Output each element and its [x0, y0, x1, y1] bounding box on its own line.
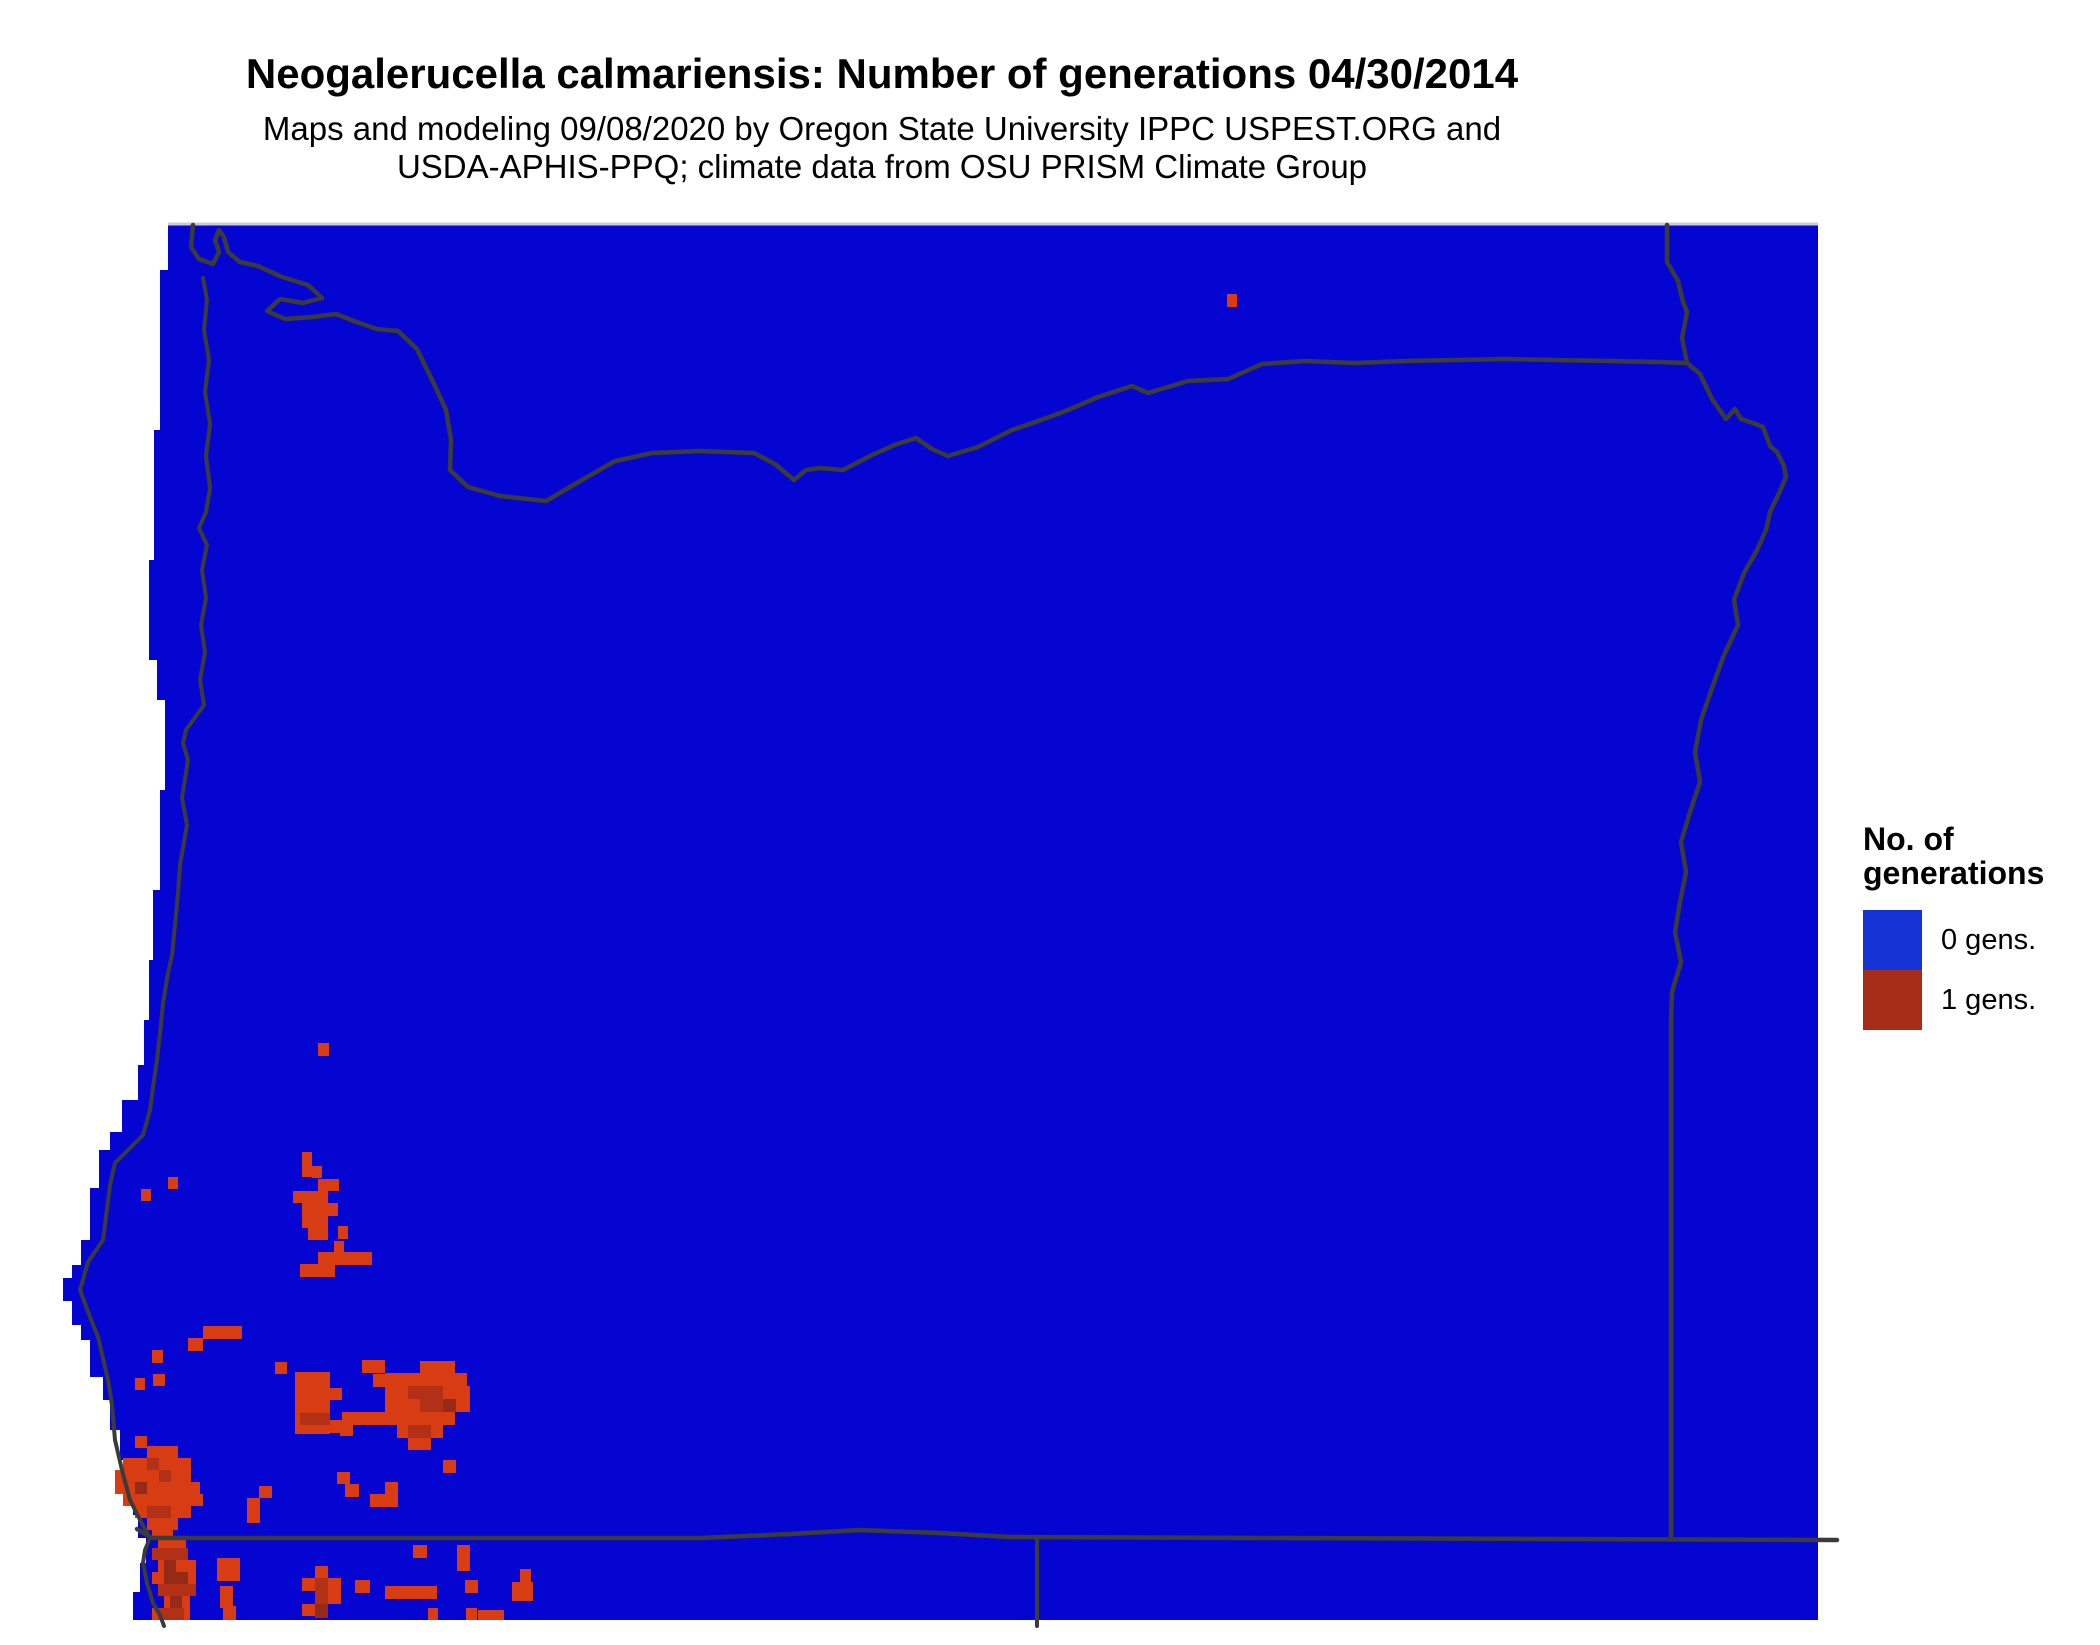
page-subtitle: Maps and modeling 09/08/2020 by Oregon S… [0, 110, 1764, 186]
snake-river-border [1668, 360, 1789, 1542]
legend-item-1-gens: 1 gens. [1863, 970, 2098, 1030]
legend-title-line-2: generations [1863, 855, 2045, 891]
subtitle-line-1: Maps and modeling 09/08/2020 by Oregon S… [262, 110, 1502, 147]
legend: No. of generations 0 gens. 1 gens. [1863, 822, 2098, 1030]
legend-title-line-1: No. of [1863, 821, 1954, 857]
legend-title: No. of generations [1863, 822, 2098, 890]
subtitle-line-2: USDA-APHIS-PPQ; climate data from OSU PR… [396, 148, 1368, 185]
legend-item-0-gens: 0 gens. [1863, 910, 2098, 970]
legend-label-0-gens: 0 gens. [1941, 924, 2037, 956]
header: Neogalerucella calmariensis: Number of g… [0, 0, 1764, 186]
legend-label-1-gens: 1 gens. [1941, 984, 2037, 1016]
legend-rows: 0 gens. 1 gens. [1863, 910, 2098, 1030]
legend-swatch-0-gens [1863, 910, 1922, 970]
page-title: Neogalerucella calmariensis: Number of g… [245, 50, 1519, 97]
gen1-cells [115, 294, 1237, 1620]
land-raster-0-gens [63, 225, 1818, 1620]
columbia-river-border [188, 222, 1690, 504]
washington-idaho-border [1664, 222, 1690, 366]
legend-swatch-1-gens [1863, 970, 1922, 1030]
south-state-border [134, 1526, 1840, 1543]
coastline [78, 276, 212, 1628]
